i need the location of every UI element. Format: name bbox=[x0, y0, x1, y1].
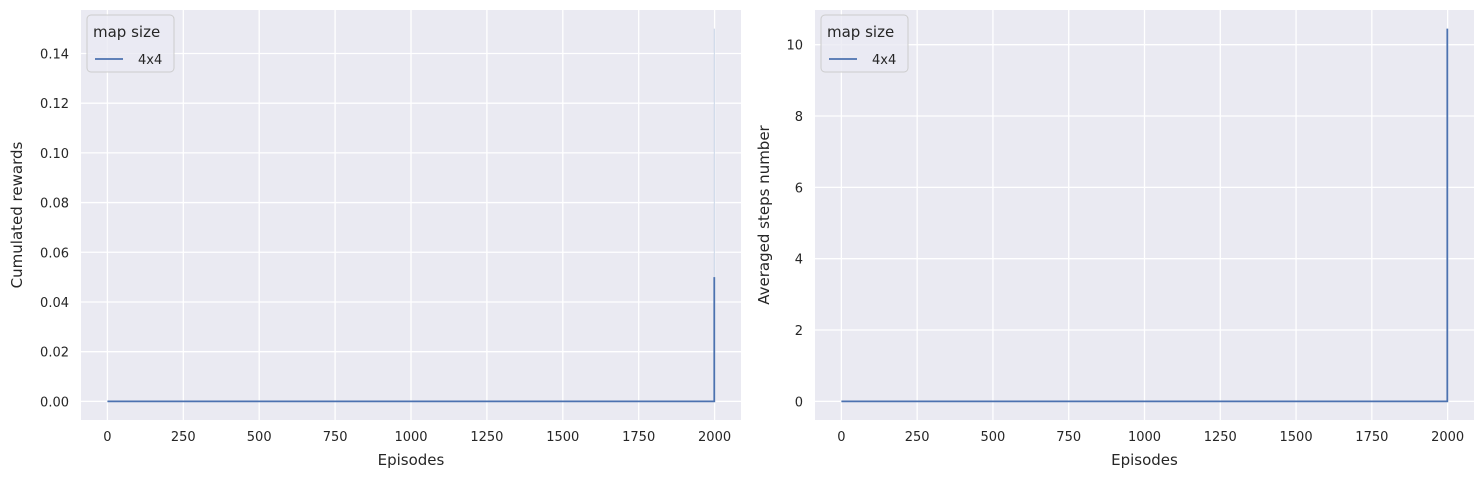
x-tick-label: 1750 bbox=[1355, 430, 1388, 445]
x-axis-title: Episodes bbox=[378, 451, 445, 469]
legend-title: map size bbox=[93, 23, 160, 41]
y-tick-label: 0.06 bbox=[40, 246, 69, 261]
legend-label: 4x4 bbox=[872, 53, 896, 68]
x-tick-label: 2000 bbox=[1431, 430, 1464, 445]
y-axis-title: Averaged steps number bbox=[755, 124, 773, 304]
chart-panel-1: 0 250 500 750 1000 1250 1500 1750 2000 0.00 0.02 0.… bbox=[8, 10, 741, 469]
y-tick-label: 0 bbox=[795, 395, 803, 410]
series-line-4x4 bbox=[841, 28, 1449, 403]
x-axis-title: Episodes bbox=[1111, 451, 1178, 469]
y-tick-label: 0.00 bbox=[40, 395, 69, 410]
x-tick-label: 1000 bbox=[394, 430, 427, 445]
y-axis-title: Cumulated rewards bbox=[8, 142, 26, 289]
y-tick-label: 0.10 bbox=[40, 147, 69, 162]
x-tick-label: 1250 bbox=[1204, 430, 1237, 445]
legend: map size 4x4 bbox=[820, 14, 909, 73]
y-tick-label: 2 bbox=[795, 324, 803, 339]
y-tick-label: 0.14 bbox=[40, 47, 69, 62]
x-tick-label: 1750 bbox=[622, 430, 655, 445]
x-tick-label: 250 bbox=[171, 430, 196, 445]
x-tick-label: 2000 bbox=[698, 430, 731, 445]
y-tick-label: 0.02 bbox=[40, 346, 69, 361]
y-tick-label: 8 bbox=[795, 110, 803, 125]
x-tick-label: 1000 bbox=[1128, 430, 1161, 445]
chart-panel-2: 0 250 500 750 1000 1250 1500 1750 2000 0 2 4 6 8 10 Epi… bbox=[755, 10, 1474, 469]
legend-box bbox=[820, 14, 909, 73]
legend-box bbox=[86, 14, 175, 73]
x-tick-label: 250 bbox=[905, 430, 930, 445]
x-tick-label: 500 bbox=[247, 430, 272, 445]
confidence-band bbox=[713, 28, 715, 402]
x-tick-label: 0 bbox=[837, 430, 845, 445]
legend-title: map size bbox=[827, 23, 894, 41]
y-tick-label: 0.08 bbox=[40, 197, 69, 212]
x-tick-label: 1500 bbox=[1280, 430, 1313, 445]
x-tick-label: 500 bbox=[981, 430, 1006, 445]
x-tick-label: 1500 bbox=[546, 430, 579, 445]
y-tick-label: 4 bbox=[795, 253, 803, 268]
x-tick-label: 0 bbox=[103, 430, 111, 445]
legend: map size 4x4 bbox=[86, 14, 175, 73]
legend-label: 4x4 bbox=[138, 53, 162, 68]
y-tick-label: 10 bbox=[786, 39, 803, 54]
x-tick-label: 750 bbox=[1056, 430, 1081, 445]
x-tick-label: 750 bbox=[323, 430, 348, 445]
y-tick-label: 0.12 bbox=[40, 97, 69, 112]
x-tick-label: 1250 bbox=[470, 430, 503, 445]
y-tick-label: 6 bbox=[795, 181, 803, 196]
y-tick-label: 0.04 bbox=[40, 296, 69, 311]
series-line-4x4 bbox=[107, 277, 716, 403]
